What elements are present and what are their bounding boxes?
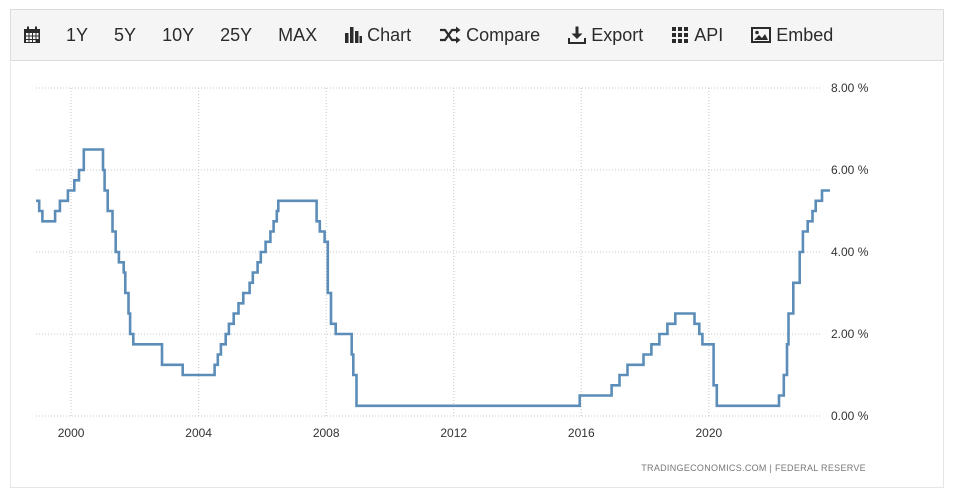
api-button-label: API [694,24,724,45]
grid-icon [672,27,689,43]
y-tick-label: 4.00 % [831,245,869,259]
y-tick-label: 8.00 % [831,81,869,95]
export-button-label: Export [591,24,644,45]
y-tick-label: 6.00 % [831,163,869,177]
api-button[interactable]: API [657,15,737,55]
range-max-button[interactable]: MAX [278,24,318,45]
chart-panel [10,62,944,488]
download-icon [568,26,587,44]
range-1y-button[interactable]: 1Y [66,24,89,45]
shuffle-icon [440,26,461,44]
embed-button-label: Embed [776,24,834,45]
calendar-button[interactable] [23,15,53,55]
line-chart: 2000 2004 2008 2012 2016 2020 0.00 % 2.00 % 4.0… [36,81,869,473]
bar-chart-icon [345,27,363,43]
embed-button[interactable]: Embed [737,15,847,55]
source-credit: TRADINGECONOMICS.COM | FEDERAL RESERVE [641,463,866,473]
range-5y-button[interactable]: 5Y [114,24,137,45]
x-tick-label: 2008 [313,426,340,440]
export-button[interactable]: Export [554,15,657,55]
range-10y-button[interactable]: 10Y [162,24,195,45]
compare-button[interactable]: Compare [425,15,554,55]
y-axis-ticks: 0.00 % 2.00 % 4.00 % 6.00 % 8.00 % [831,81,869,423]
x-tick-label: 2016 [568,426,595,440]
chart-button-label: Chart [367,24,412,45]
grid-lines [36,87,822,417]
range-25y-button[interactable]: 25Y [220,24,253,45]
chart-button[interactable]: Chart [330,15,425,55]
image-icon [751,27,772,43]
x-tick-label: 2000 [58,426,85,440]
y-tick-label: 2.00 % [831,327,869,341]
calendar-icon [24,26,40,43]
series-line [36,148,830,408]
compare-button-label: Compare [466,24,541,45]
y-tick-label: 0.00 % [831,409,869,423]
chart-toolbar: 1Y 5Y 10Y 25Y MAX Chart Compare Export [10,9,944,61]
x-tick-label: 2004 [185,426,212,440]
x-axis-ticks: 2000 2004 2008 2012 2016 2020 [58,426,723,440]
x-tick-label: 2020 [695,426,722,440]
x-tick-label: 2012 [440,426,467,440]
